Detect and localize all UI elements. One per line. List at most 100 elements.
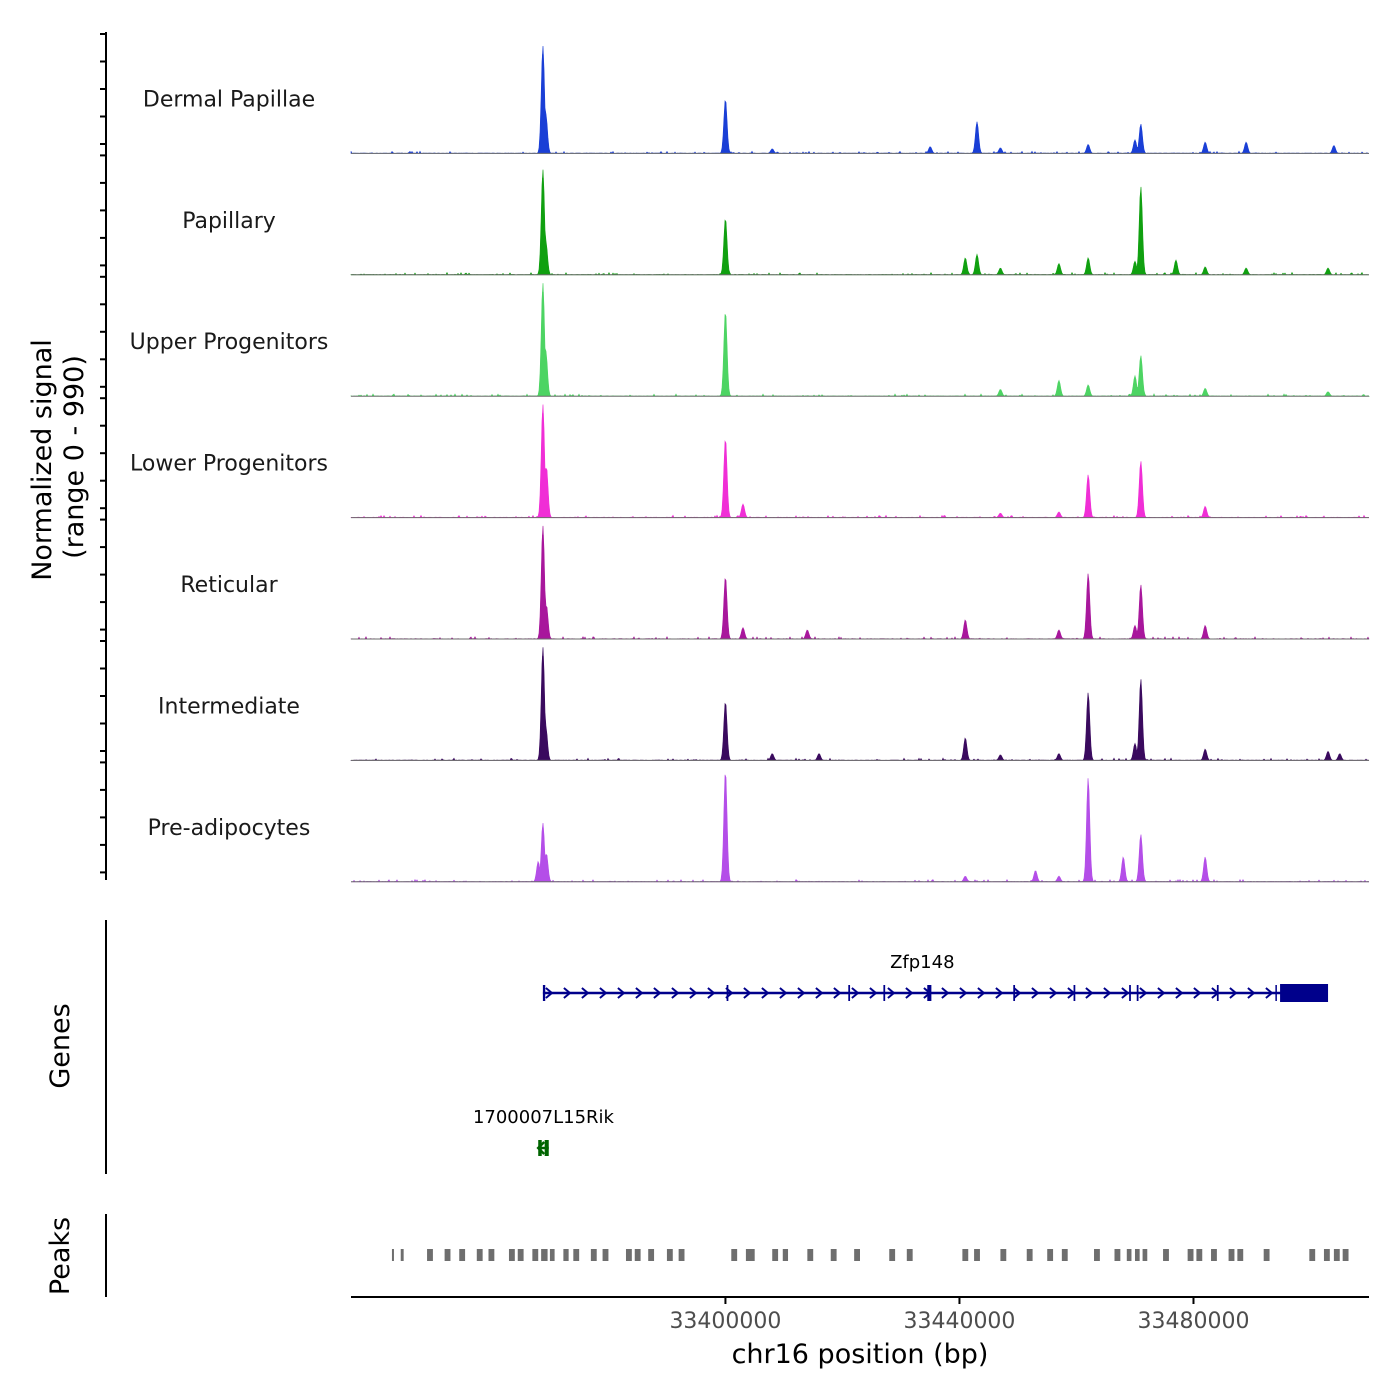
peak-region [1000, 1249, 1007, 1261]
peak-region [889, 1249, 896, 1261]
peak-region [590, 1249, 597, 1261]
gene-label: 1700007L15Rik [473, 1107, 615, 1128]
coverage-track [350, 283, 1371, 397]
peak-region [745, 1249, 755, 1261]
gene-exon [542, 985, 546, 1001]
coverage-area [350, 774, 1370, 883]
peak-region [1126, 1249, 1132, 1261]
strand-chevron [1085, 987, 1094, 999]
strand-chevron [635, 987, 644, 999]
genes-panel-label: Genes [45, 1003, 76, 1088]
coverage-tracks [350, 45, 1371, 883]
gene-exon [848, 985, 851, 1001]
peak-region [666, 1249, 673, 1261]
peak-region [1263, 1249, 1270, 1261]
peak-region [1114, 1249, 1121, 1261]
peak-regions [391, 1249, 1349, 1261]
x-tick-label: 33440000 [903, 1309, 1015, 1334]
strand-chevron [1121, 987, 1130, 999]
peak-region [444, 1249, 451, 1261]
peak-region [1047, 1249, 1054, 1261]
peak-region [1187, 1249, 1194, 1261]
track-label: Pre-adipocytes [148, 816, 311, 841]
signal-axis-ticks [100, 33, 106, 874]
coverage-track [350, 647, 1370, 762]
strand-chevron [905, 987, 914, 999]
track-label: Dermal Papillae [143, 87, 315, 112]
peak-region [1094, 1249, 1100, 1261]
strand-chevron [797, 987, 806, 999]
strand-chevron [959, 987, 968, 999]
peak-region [648, 1249, 655, 1261]
strand-chevron [1229, 987, 1238, 999]
strand-chevron [536, 1141, 546, 1155]
x-tick-label: 33480000 [1137, 1309, 1249, 1334]
coverage-area [350, 45, 1369, 154]
peak-region [508, 1249, 515, 1261]
peak-region [731, 1249, 738, 1261]
peak-region [427, 1249, 433, 1261]
strand-chevron [1265, 987, 1274, 999]
coverage-track [350, 525, 1370, 640]
gene-exon [1013, 985, 1016, 1001]
track-label: Upper Progenitors [130, 330, 329, 355]
y-axis-label-line2: (range 0 - 990) [59, 355, 90, 559]
coverage-track [350, 404, 1370, 519]
coverage-area [350, 169, 1370, 276]
gene-model: Zfp148 [542, 952, 1329, 1002]
strand-chevron [563, 987, 572, 999]
gene-exon [883, 985, 886, 1001]
peak-region [459, 1249, 466, 1261]
peak-region [1061, 1249, 1068, 1261]
gene-label: Zfp148 [890, 952, 954, 973]
peak-region [854, 1249, 860, 1261]
strand-chevron [1103, 987, 1112, 999]
peak-region [782, 1249, 789, 1261]
gene-exon [726, 985, 729, 1001]
coverage-area [350, 647, 1370, 762]
peak-region [541, 1249, 548, 1261]
strand-chevron [1049, 987, 1058, 999]
strand-chevron [977, 987, 986, 999]
peak-region [1134, 1249, 1140, 1261]
peaks-panel-label: Peaks [45, 1217, 76, 1295]
strand-chevron [599, 987, 608, 999]
coverage-track [350, 169, 1370, 276]
track-label: Lower Progenitors [130, 452, 328, 477]
gene-exon [1280, 984, 1329, 1002]
peak-region [532, 1249, 539, 1261]
peak-region [517, 1249, 524, 1261]
track-label: Papillary [182, 209, 276, 234]
coverage-area [350, 283, 1371, 397]
peak-region [391, 1249, 394, 1261]
peak-region [830, 1249, 837, 1261]
peak-region [1309, 1249, 1316, 1261]
gene-exon [1136, 985, 1139, 1001]
strand-chevron [1193, 987, 1202, 999]
peak-region [807, 1249, 814, 1261]
peak-region [1237, 1249, 1244, 1261]
peak-region [1342, 1249, 1349, 1261]
peak-region [678, 1249, 685, 1261]
gene-exon [538, 1140, 542, 1156]
peak-region [974, 1249, 980, 1261]
peak-region [488, 1249, 495, 1261]
peak-region [1211, 1249, 1217, 1261]
strand-chevron [815, 987, 824, 999]
peak-region [1163, 1249, 1169, 1261]
strand-chevron [617, 987, 626, 999]
peak-region [1196, 1249, 1203, 1261]
peak-region [602, 1249, 609, 1261]
coverage-area [350, 404, 1370, 519]
peak-region [906, 1249, 913, 1261]
gene-exon [1129, 985, 1131, 1001]
gene-exon [927, 985, 932, 1001]
strand-chevron [995, 987, 1004, 999]
strand-chevron [761, 987, 770, 999]
track-labels: Dermal Papillae Papillary Upper Progenitor… [130, 87, 329, 840]
strand-chevron [581, 987, 590, 999]
gene-exon [1073, 985, 1076, 1001]
peak-region [573, 1249, 580, 1261]
strand-chevron [653, 987, 662, 999]
peak-region [1142, 1249, 1148, 1261]
